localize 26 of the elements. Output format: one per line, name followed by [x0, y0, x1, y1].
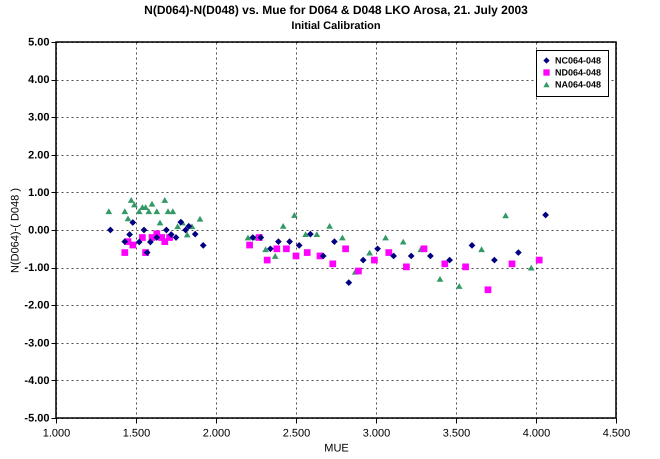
x-tick-label: 2.500: [282, 428, 310, 440]
y-axis-title: N(D064)-( D048 ): [9, 188, 22, 273]
y-tick-label: 4.00: [28, 74, 50, 86]
y-tick-label: 5.00: [28, 36, 50, 48]
legend-label: ND064-048: [555, 68, 602, 78]
chart-title: N(D064)-N(D048) vs. Mue for D064 & D048 LKO Arosa, 21. July 2003: [144, 3, 528, 17]
x-tick-label: 2.000: [202, 428, 230, 440]
y-tick-label: -5.00: [24, 412, 50, 424]
legend-label: NA064-048: [555, 80, 602, 90]
legend-label: NC064-048: [555, 56, 602, 66]
y-tick-label: 2.00: [28, 149, 50, 162]
y-tick-label: -4.00: [24, 374, 50, 387]
x-tick-label: 4.000: [522, 428, 550, 440]
x-tick-label: 3.000: [362, 428, 390, 440]
x-tick-label: 1.500: [122, 428, 150, 440]
y-tick-label: 0.00: [28, 224, 50, 236]
y-tick-label: -3.00: [24, 337, 50, 350]
y-tick-label: -1.00: [24, 262, 50, 274]
y-tick-label: 1.00: [28, 186, 50, 199]
y-tick-label: -2.00: [24, 300, 50, 312]
y-tick-label: 3.00: [28, 112, 50, 124]
x-tick-label: 1.000: [42, 428, 70, 440]
x-tick-label: 4.500: [602, 428, 630, 440]
x-axis-title: MUE: [324, 442, 349, 454]
chart-subtitle: Initial Calibration: [291, 20, 381, 32]
x-tick-label: 3.500: [442, 428, 470, 440]
